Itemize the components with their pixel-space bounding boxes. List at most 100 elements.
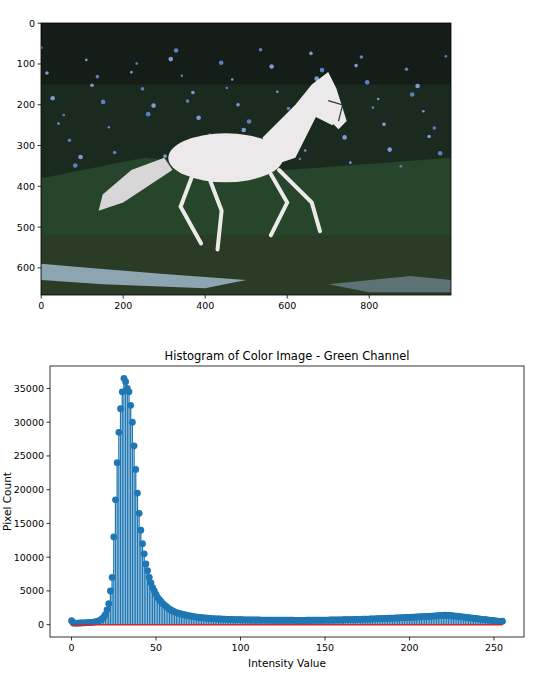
stem [110, 534, 117, 625]
photo-flower [146, 112, 151, 117]
photo-flower [299, 158, 302, 161]
stem [121, 375, 128, 625]
y-tick [38, 227, 42, 228]
photo-flower [342, 135, 347, 140]
stem-line [123, 378, 124, 624]
x-tick-label: 200 [400, 642, 418, 653]
photo-flower [85, 59, 88, 62]
stem-marker [114, 459, 121, 466]
stem [499, 618, 506, 625]
photo-flower [354, 64, 358, 68]
stem-line [125, 382, 126, 625]
stem-line [118, 432, 119, 624]
stem-marker [131, 442, 138, 449]
stem-marker [110, 534, 117, 541]
photo-flower [78, 155, 83, 160]
stem [127, 402, 134, 625]
y-tick-label: 25000 [14, 450, 44, 461]
photo-flower [236, 103, 240, 107]
photo-flower [387, 147, 392, 152]
photo-flower [269, 64, 274, 69]
y-axis-label: Pixel Count [1, 472, 13, 531]
photo-flower [433, 126, 437, 130]
photo-flower [427, 135, 431, 139]
stem [122, 378, 129, 624]
stem-marker [137, 527, 144, 534]
stem-marker [141, 550, 148, 557]
stem-marker [136, 510, 143, 517]
photo-flower [50, 96, 55, 101]
stem-line [110, 591, 111, 625]
y-tick-label: 35000 [14, 383, 44, 394]
x-tick-label: 0 [69, 642, 75, 653]
y-tick [38, 145, 42, 146]
stem-marker [112, 496, 119, 503]
stem-line [122, 392, 123, 625]
stem [107, 588, 114, 625]
photo-flower [108, 126, 111, 129]
photo-flower [130, 71, 133, 74]
x-tick-label: 800 [360, 300, 378, 311]
x-tick [494, 637, 495, 641]
stem-marker [105, 600, 112, 607]
photo-flower [309, 52, 313, 56]
stem-marker [109, 574, 116, 581]
figure: 0200400600800010020030040050060005010015… [0, 0, 541, 687]
y-tick [47, 557, 51, 558]
photo-stream [328, 276, 451, 292]
stem-marker [126, 388, 133, 395]
photo-flower [377, 98, 380, 101]
stem [102, 611, 109, 625]
photo-stream [41, 264, 246, 289]
photo-flower [151, 103, 156, 108]
photo-flower [399, 165, 402, 168]
photo-flower [90, 83, 94, 87]
title: Histogram of Color Image - Green Channel [165, 349, 410, 363]
photo-flower [382, 123, 386, 127]
y-tick-label: 0 [29, 18, 35, 29]
photo-flower [445, 55, 448, 58]
stem-marker [129, 419, 136, 426]
photo-flower [405, 67, 409, 71]
y-tick-label: 30000 [14, 417, 44, 428]
plot-area [68, 375, 506, 627]
photo-flower [196, 116, 201, 121]
photo-flower [304, 149, 307, 152]
x-tick [41, 295, 42, 299]
photo-flower [247, 119, 252, 124]
stem-marker [499, 618, 506, 625]
stem [112, 496, 119, 624]
x-tick [71, 637, 72, 641]
y-tick-label: 500 [17, 222, 35, 233]
stem-line [128, 392, 129, 625]
photo-flower [101, 100, 106, 105]
x-tick [240, 637, 241, 641]
image-photo [41, 23, 451, 295]
y-tick [47, 388, 51, 389]
photo-flower [135, 62, 138, 65]
photo-flower [181, 75, 184, 78]
y-tick-label: 300 [17, 140, 35, 151]
x-tick-label: 400 [196, 300, 214, 311]
photo-horse-leg [279, 170, 320, 231]
x-tick [369, 295, 370, 299]
y-tick [38, 267, 42, 268]
y-tick-label: 20000 [14, 484, 44, 495]
stem-line [130, 405, 131, 624]
stem-line [115, 500, 116, 625]
photo-flower [276, 90, 279, 93]
photo-flower [141, 87, 145, 91]
y-tick [47, 455, 51, 456]
stem-line [132, 422, 133, 624]
photo-flower [226, 87, 229, 90]
photo-flower [438, 151, 443, 156]
stem-marker [142, 561, 149, 568]
stem [109, 574, 116, 625]
photo-flower [168, 57, 173, 62]
x-tick [325, 637, 326, 641]
stem-line [127, 388, 128, 624]
y-tick-label: 5000 [20, 585, 44, 596]
stem-marker [104, 606, 111, 613]
photo-horse-head [312, 72, 347, 129]
photo-flower [360, 55, 364, 59]
